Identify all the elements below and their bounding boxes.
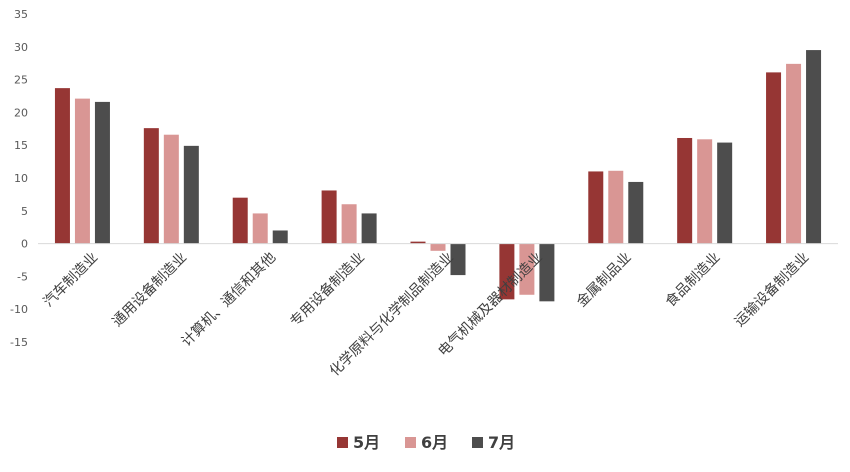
bar [341,204,357,244]
legend-swatch [337,437,348,448]
y-tick-label: 25 [14,74,28,87]
y-tick-label: 10 [14,172,28,185]
category-label: 汽车制造业 [40,249,102,311]
legend-swatch [405,437,416,448]
bar [677,137,693,244]
y-tick-label: 30 [14,41,28,54]
legend-swatch [472,437,483,448]
bar [717,142,733,244]
bar [410,241,426,244]
bar [94,101,110,244]
y-tick-label: -10 [10,303,28,316]
category-label: 专用设备制造业 [287,249,368,330]
bar [450,243,466,276]
bar [183,145,199,244]
category-label: 运输设备制造业 [731,249,812,330]
bars [54,50,822,302]
bar [628,181,644,244]
bar [54,88,70,244]
y-tick-label: 35 [14,8,28,21]
bar [143,128,159,244]
legend-label: 6月 [421,433,448,452]
bar [519,243,535,295]
bar [539,243,555,302]
bar [430,243,446,251]
category-label: 计算机、通信和其他 [179,250,279,350]
bar [766,72,782,244]
bar [252,213,268,244]
y-tick-label: 0 [21,238,28,251]
bar [321,190,337,244]
y-tick-label: -5 [17,270,28,283]
legend-label: 7月 [488,433,515,452]
bar [361,213,377,244]
legend: 5月 6月 7月 [337,433,515,452]
category-label: 通用设备制造业 [109,249,190,330]
bar [697,139,713,244]
bar [74,98,90,244]
category-label: 食品制造业 [662,249,724,311]
y-axis-ticks: -15 -10 -5 0 5 10 15 20 25 30 35 [10,8,28,349]
bar [608,170,624,244]
category-label: 金属制品业 [574,250,635,311]
bar [163,134,179,244]
bar [499,243,515,300]
y-tick-label: 20 [14,106,28,119]
bar [588,171,604,244]
bar [786,63,802,244]
bar [232,197,248,244]
y-tick-label: -15 [10,336,28,349]
y-tick-label: 15 [14,139,28,152]
y-tick-label: 5 [21,205,28,218]
bar [272,230,288,244]
legend-label: 5月 [353,433,380,452]
bar [806,50,822,244]
